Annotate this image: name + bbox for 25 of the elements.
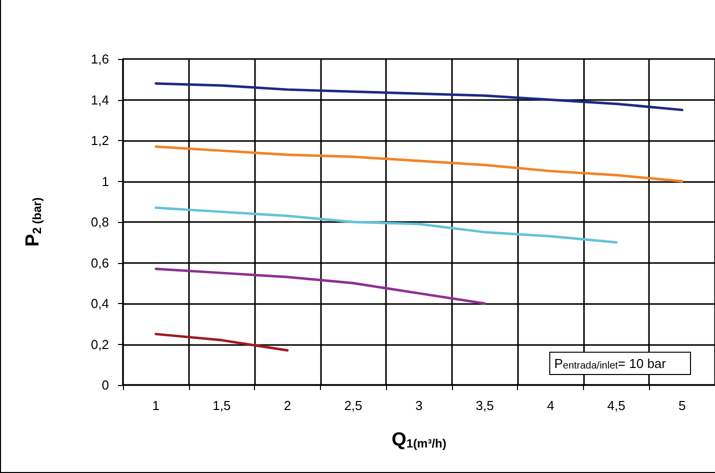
x-tick-label: 1,5 <box>212 398 231 413</box>
y-tick-label: 0,2 <box>90 336 109 352</box>
x-tick-label: 2,5 <box>344 398 362 413</box>
line-series <box>154 82 684 112</box>
y-tick-label: 1,2 <box>90 133 109 148</box>
y-tick-label: 1,6 <box>90 52 109 66</box>
y-tick-label: 1,4 <box>90 92 109 108</box>
y-tick-label: 0,4 <box>90 296 109 311</box>
line-series <box>154 145 684 182</box>
x-tick-label: 1 <box>152 398 160 413</box>
y-tick-label: 0,6 <box>90 255 109 270</box>
x-tick-label: 5 <box>678 398 686 413</box>
x-tick-label: 3 <box>415 398 423 413</box>
x-tick-label: 3,5 <box>476 398 494 413</box>
line-series <box>154 268 486 305</box>
x-tick-label: 4,5 <box>607 398 626 413</box>
line-series <box>154 206 618 244</box>
y-tick-label: 0,8 <box>90 214 109 230</box>
x-axis-title: Q1(m³/h) <box>392 429 446 451</box>
x-tick-label: 4 <box>546 398 554 413</box>
x-tick-label: 2 <box>284 398 292 413</box>
y-tick-label: 0 <box>102 378 109 392</box>
annotation: Pentrada/inlet= 10 bar <box>554 356 667 372</box>
y-axis-title: P2 (bar) <box>22 197 44 247</box>
y-tick-label: 1 <box>102 174 109 189</box>
